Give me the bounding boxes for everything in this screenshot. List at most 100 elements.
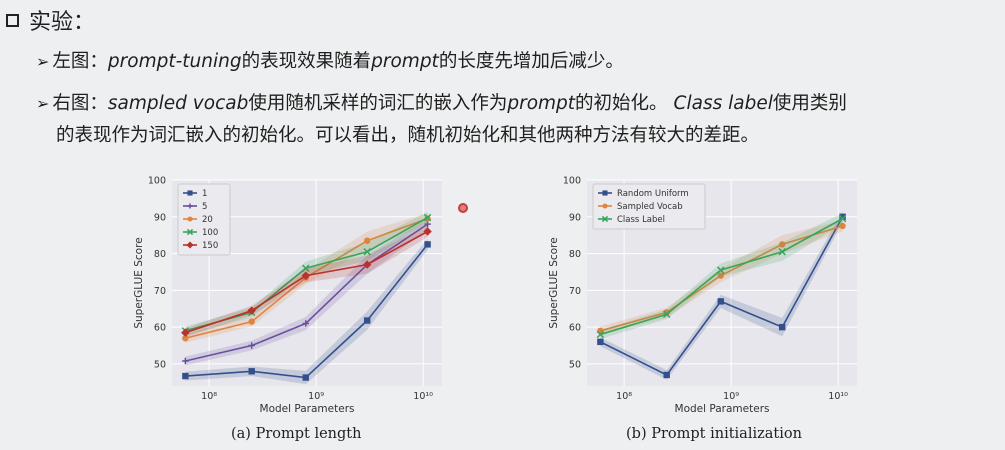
data-point xyxy=(717,266,725,274)
data-point xyxy=(601,215,609,223)
data-point xyxy=(663,371,670,379)
legend: 1 5 20 100 150 xyxy=(177,183,231,256)
data-point xyxy=(424,241,431,248)
chart-a-caption: (a) Prompt length xyxy=(231,426,362,442)
data-point xyxy=(186,241,194,249)
data-point xyxy=(602,190,608,196)
y-tick-label: 70 xyxy=(569,286,581,297)
data-point xyxy=(363,248,371,256)
y-tick-label: 90 xyxy=(154,212,166,223)
series-band xyxy=(600,211,843,380)
data-point xyxy=(302,374,309,381)
y-tick-label: 90 xyxy=(569,212,581,223)
data-point xyxy=(248,368,255,375)
x-tick-label: 10¹⁰ xyxy=(828,391,848,402)
data-point xyxy=(182,357,189,365)
data-point xyxy=(423,213,432,222)
y-tick-label: 60 xyxy=(154,323,166,334)
x-tick-label: 10¹⁰ xyxy=(413,391,433,402)
legend-label: 5 xyxy=(202,202,207,212)
legend-label: 100 xyxy=(202,228,218,238)
bullet-2-part: prompt xyxy=(507,93,576,114)
square-bullet-icon xyxy=(6,13,19,27)
data-point xyxy=(186,228,194,236)
bullet-1-part: 的表现效果随着 xyxy=(241,51,372,72)
data-point xyxy=(662,310,671,318)
bullet-1-part: 左图： xyxy=(52,51,108,72)
data-point xyxy=(362,260,372,269)
y-tick-label: 50 xyxy=(569,359,581,370)
bullet-2-line-1: ➢ 右图：sampled vocab使用随机采样的词汇的嵌入作为prompt的初始… xyxy=(36,89,847,115)
legend-label: 150 xyxy=(202,241,218,251)
x-tick-label: 10⁸ xyxy=(201,391,217,402)
data-point xyxy=(182,372,189,380)
data-point xyxy=(424,220,431,228)
x-tick-label: 10⁹ xyxy=(723,391,739,402)
y-tick-label: 100 xyxy=(148,176,166,187)
data-point xyxy=(302,264,310,273)
legend-label: Sampled Vocab xyxy=(617,202,683,212)
data-point xyxy=(424,215,431,222)
data-point xyxy=(187,216,193,222)
y-tick-label: 60 xyxy=(569,323,581,334)
bullet-1-part: prompt-tuning xyxy=(107,51,242,72)
data-point xyxy=(363,317,371,324)
legend-box xyxy=(592,183,706,230)
data-point xyxy=(187,203,193,209)
data-point xyxy=(778,248,786,256)
data-point xyxy=(182,334,189,342)
x-axis-label: Model Parameters xyxy=(675,403,770,415)
bullet-2-part: 使用类别 xyxy=(772,93,847,114)
data-point xyxy=(302,320,309,327)
bullet-2-part: 右图： xyxy=(52,93,108,114)
data-point xyxy=(187,190,193,196)
bullet-2-line-2: 的表现作为词汇嵌入的初始化。可以看出，随机初始化和其他两种方法有较大的差距。 xyxy=(56,125,760,146)
data-point xyxy=(839,213,846,220)
y-axis-label: SuperGLUE Score xyxy=(133,237,145,328)
chart-prompt-length: 50 60 70 80 90 100 10⁸ 10⁹ 10¹⁰ Model Parameters S… xyxy=(133,176,442,415)
record-indicator-icon xyxy=(458,203,468,213)
bullet-1-part: 的长度先增加后减少。 xyxy=(438,51,624,72)
x-tick-label: 10⁸ xyxy=(616,391,632,402)
data-point xyxy=(839,222,846,230)
bullet-2-part: sampled vocab xyxy=(107,93,249,114)
arrow-bullet-icon: ➢ xyxy=(36,52,50,71)
data-point xyxy=(247,306,256,315)
slide-title-text: 实验： xyxy=(29,10,96,35)
data-point xyxy=(602,203,608,209)
bullet-1-part: prompt xyxy=(371,51,439,72)
series-band xyxy=(600,213,843,339)
slide-title: 实验： xyxy=(6,4,95,36)
y-tick-label: 50 xyxy=(154,359,166,370)
data-point xyxy=(717,298,724,305)
y-tick-label: 80 xyxy=(154,249,166,260)
data-point xyxy=(301,271,310,280)
data-point xyxy=(248,318,255,325)
chart-prompt-initialization: 50 60 70 80 90 100 10⁸ 10⁹ 10¹⁰ Model Parameters S… xyxy=(548,176,857,415)
bullet-2-part: 使用随机采样的词汇的嵌入作为 xyxy=(248,93,508,114)
data-point xyxy=(597,338,604,346)
x-axis-label: Model Parameters xyxy=(260,403,355,415)
y-tick-label: 100 xyxy=(563,176,581,187)
data-point xyxy=(778,323,786,331)
data-point xyxy=(596,330,605,339)
bullet-2-part: 的初始化。 xyxy=(575,93,668,114)
arrow-bullet-icon: ➢ xyxy=(36,94,50,113)
legend-label: 20 xyxy=(202,215,213,225)
y-tick-label: 70 xyxy=(154,286,166,297)
x-tick-label: 10⁹ xyxy=(308,391,324,402)
data-point xyxy=(778,241,786,248)
y-tick-label: 80 xyxy=(569,249,581,260)
series-band xyxy=(185,225,428,338)
legend-label: 1 xyxy=(202,189,207,199)
data-point xyxy=(248,342,255,349)
legend-label: Random Uniform xyxy=(617,189,689,199)
legend-label: Class Label xyxy=(617,215,665,225)
legend-box xyxy=(177,183,231,256)
legend: Random Uniform Sampled Vocab Class Label xyxy=(592,183,706,230)
data-point xyxy=(363,237,371,244)
y-axis-label: SuperGLUE Score xyxy=(548,237,560,328)
series-band xyxy=(185,238,428,385)
data-point xyxy=(181,328,190,337)
bullet-2-part: Class label xyxy=(673,93,773,114)
